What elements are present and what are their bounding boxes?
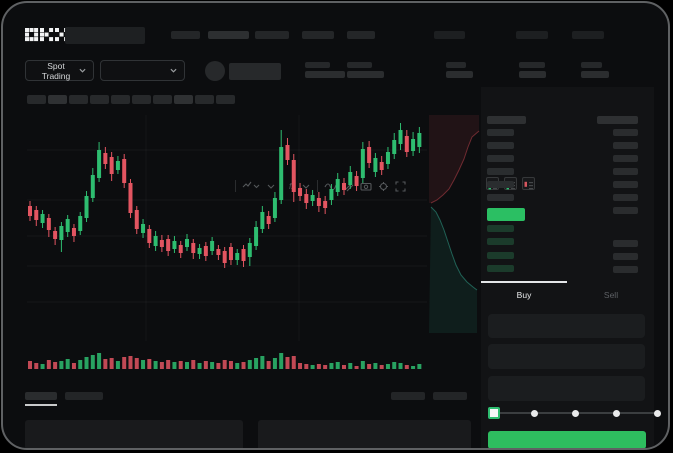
fullscreen-expand-icon[interactable] (395, 180, 406, 192)
nav-item-placeholder[interactable] (171, 31, 200, 39)
bottom-tab-history[interactable] (65, 392, 103, 400)
interval-dropdown-icon[interactable] (266, 181, 276, 191)
chevron-down-icon (79, 68, 86, 73)
interval-button-placeholder[interactable] (153, 95, 172, 104)
interval-button-placeholder[interactable] (69, 95, 88, 104)
nav-item-placeholder[interactable] (302, 31, 334, 39)
header-search-placeholder[interactable] (65, 27, 145, 44)
interval-button-placeholder[interactable] (27, 95, 46, 104)
nav-item-placeholder[interactable] (347, 31, 375, 39)
slider-stop-dot[interactable] (571, 409, 579, 417)
stat-value-placeholder (446, 71, 473, 78)
bottom-action-placeholder[interactable] (433, 392, 467, 400)
orderbook-header-right (597, 116, 638, 124)
ask-amount-row[interactable] (613, 207, 638, 214)
stat-value-placeholder (581, 71, 609, 78)
stat-label-placeholder (446, 62, 466, 68)
stat-label-placeholder (305, 62, 330, 68)
bid-amount-row[interactable] (613, 253, 638, 260)
bid-price-row[interactable] (487, 238, 514, 246)
last-price-highlight[interactable] (487, 208, 525, 221)
stat-value-placeholder (519, 71, 546, 78)
slider-handle[interactable] (488, 407, 500, 419)
ask-amount-row[interactable] (613, 129, 638, 136)
bid-price-row[interactable] (487, 251, 514, 259)
interval-button-placeholder[interactable] (111, 95, 130, 104)
ask-amount-row[interactable] (613, 181, 638, 188)
bottom-tab-orders[interactable] (25, 392, 57, 400)
interval-button-placeholder[interactable] (216, 95, 235, 104)
market-type-dropdown[interactable]: Spot Trading (25, 60, 94, 81)
ask-amount-row[interactable] (613, 194, 638, 201)
camera-snapshot-icon[interactable] (360, 181, 372, 191)
active-tab-indicator (481, 281, 567, 283)
interval-button-placeholder[interactable] (195, 95, 214, 104)
interval-button-placeholder[interactable] (174, 95, 193, 104)
ask-price-row[interactable] (487, 194, 514, 201)
ask-price-row[interactable] (487, 168, 514, 175)
bid-amount-row[interactable] (613, 266, 638, 273)
order-panel: Buy Sell (481, 87, 661, 448)
ask-price-row[interactable] (487, 129, 514, 136)
amount-field[interactable] (488, 344, 645, 369)
tab-buy[interactable]: Buy (516, 290, 532, 300)
draw-tool-icon[interactable] (343, 181, 354, 192)
stat-label-placeholder (519, 62, 545, 68)
bid-price-row[interactable] (487, 265, 514, 273)
interval-button-placeholder[interactable] (90, 95, 109, 104)
market-type-label: Spot Trading (41, 60, 71, 81)
interval-button-placeholder[interactable] (48, 95, 67, 104)
orderbook-header-left (487, 116, 526, 124)
stat-value-placeholder (305, 71, 345, 78)
slider-stop-dot[interactable] (653, 409, 661, 417)
ask-amount-row[interactable] (613, 155, 638, 162)
bid-price-row[interactable] (487, 225, 514, 232)
nav-action-placeholder[interactable] (572, 31, 604, 39)
okx-logo[interactable] (25, 28, 69, 42)
open-orders-table-placeholder (25, 420, 243, 448)
book-asks-only-icon[interactable] (522, 177, 535, 190)
indicator-dropdown-icon[interactable] (301, 181, 311, 191)
buy-button[interactable] (488, 431, 646, 448)
slider-stop-dot[interactable] (612, 409, 620, 417)
order-history-table-placeholder (258, 420, 471, 448)
indicators-fx-icon[interactable]: fx (289, 181, 296, 191)
toolbar-divider (282, 180, 283, 192)
ticker-bar: Spot Trading (3, 53, 668, 87)
top-navbar (3, 3, 668, 51)
chevron-down-icon (170, 68, 177, 73)
ask-price-row[interactable] (487, 181, 514, 188)
coin-icon (205, 61, 225, 81)
tab-sell[interactable]: Sell (603, 290, 619, 300)
chart-type-dropdown-icon[interactable] (242, 181, 260, 191)
ask-amount-row[interactable] (613, 168, 638, 175)
ask-price-row[interactable] (487, 155, 514, 162)
chart-toolbar: fx (3, 89, 479, 192)
toolbar-divider (317, 180, 319, 192)
pair-selector-dropdown[interactable] (100, 60, 185, 81)
trend-line-tool-icon[interactable] (324, 181, 337, 191)
last-price-placeholder (229, 63, 281, 80)
ask-amount-row[interactable] (613, 142, 638, 149)
ask-price-row[interactable] (487, 142, 514, 149)
nav-action-placeholder[interactable] (516, 31, 548, 39)
stat-value-placeholder (347, 71, 384, 78)
nav-item-placeholder[interactable] (255, 31, 289, 39)
nav-action-placeholder[interactable] (434, 31, 465, 39)
slider-stop-dot[interactable] (530, 409, 538, 417)
bottom-active-tab-underline (25, 404, 57, 406)
nav-item-placeholder[interactable] (208, 31, 249, 39)
stat-label-placeholder (581, 62, 602, 68)
stat-label-placeholder (347, 62, 372, 68)
bottom-section (3, 387, 479, 448)
bid-amount-row[interactable] (613, 240, 638, 247)
toolbar-divider (235, 180, 236, 192)
interval-button-placeholder[interactable] (132, 95, 151, 104)
bottom-action-placeholder[interactable] (391, 392, 425, 400)
price-field[interactable] (488, 314, 645, 338)
total-field[interactable] (488, 376, 645, 401)
settings-gear-icon[interactable] (378, 181, 389, 192)
